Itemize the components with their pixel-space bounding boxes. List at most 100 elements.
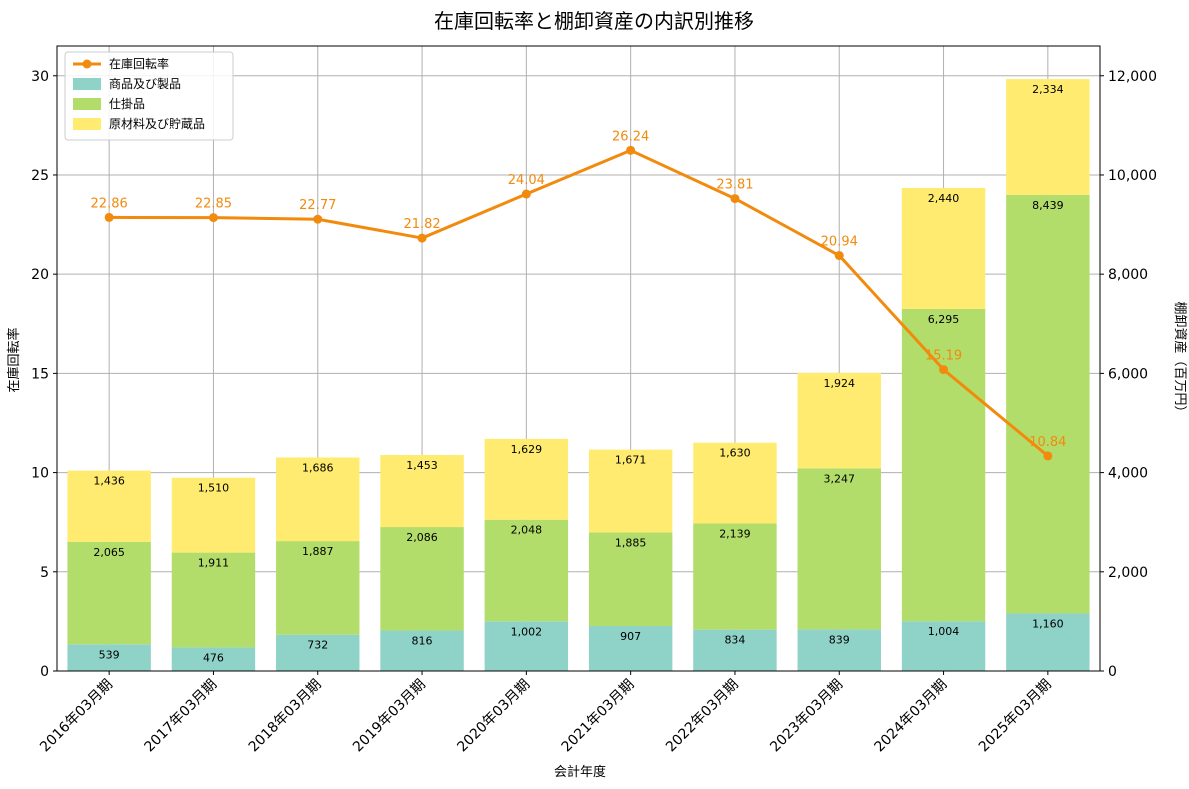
legend-marker: [82, 59, 92, 69]
bar-segment: [380, 630, 464, 671]
bar-segment: [901, 187, 986, 309]
y-left-tick-label: 15: [31, 366, 49, 382]
bar-segment: [1006, 194, 1090, 614]
x-tick-label: 2018年03月期: [246, 677, 325, 756]
turnover-point: [521, 189, 531, 199]
bar-segment: [693, 523, 777, 630]
y-left-tick-label: 0: [40, 664, 49, 680]
bar-segment: [171, 552, 256, 648]
legend-swatch: [73, 118, 101, 130]
bar-value-label: 816: [412, 635, 433, 648]
bar-value-label: 1,160: [1032, 617, 1064, 630]
bar-segment: [380, 454, 464, 528]
x-axis-label: 会計年度: [554, 764, 606, 780]
bar-segment: [797, 629, 881, 671]
bar-value-label: 834: [724, 634, 745, 647]
bar-segment: [67, 541, 151, 645]
y-left-tick-label: 25: [31, 168, 49, 184]
bar-segment: [901, 308, 986, 622]
turnover-value-label: 22.77: [299, 198, 336, 213]
bar-value-label: 2,139: [719, 528, 751, 541]
y-right-tick-label: 4,000: [1108, 466, 1148, 482]
bar-value-label: 1,924: [824, 377, 856, 390]
bar-segment: [171, 477, 256, 553]
y-right-tick-label: 8,000: [1108, 267, 1148, 283]
turnover-point: [1043, 451, 1053, 461]
y-left-tick-label: 10: [31, 466, 49, 482]
y-right-tick-label: 12,000: [1108, 69, 1157, 85]
bar-value-label: 1,686: [302, 461, 334, 474]
legend-label: 原材料及び貯蔵品: [109, 117, 205, 131]
turnover-value-label: 21.82: [403, 217, 440, 232]
bar-value-label: 1,004: [928, 625, 960, 638]
y-left-tick-label: 5: [40, 565, 49, 581]
x-tick-label: 2025年03月期: [976, 677, 1055, 756]
turnover-line: 22.86 22.85 22.77 21.82 24.04 26.24 23.81 20.94…: [91, 129, 1066, 461]
x-tick-label: 2024年03月期: [872, 677, 951, 756]
bar-segment: [171, 647, 256, 671]
bar-segment: [588, 626, 673, 671]
bar-value-label: 1,630: [719, 447, 751, 460]
bar-segment: [276, 457, 360, 542]
bar-value-label: 539: [99, 648, 120, 661]
y-axis-right-label: 棚卸資産（百万円）: [1172, 301, 1188, 418]
bar-value-label: 1,453: [406, 459, 438, 472]
turnover-point: [626, 145, 636, 155]
x-tick-label: 2021年03月期: [559, 677, 638, 756]
y-right-tick-label: 0: [1108, 664, 1117, 680]
turnover-point: [939, 365, 949, 375]
turnover-point: [834, 251, 844, 261]
bar-segment: [67, 644, 151, 671]
turnover-point: [104, 212, 114, 222]
bar-value-label: 1,911: [198, 557, 230, 570]
bar-value-label: 839: [829, 633, 850, 646]
y-left-tick-label: 20: [31, 267, 49, 283]
turnover-value-label: 10.84: [1029, 435, 1066, 450]
turnover-value-label: 24.04: [508, 173, 545, 188]
bar-value-label: 2,440: [928, 192, 960, 205]
turnover-point: [313, 214, 323, 224]
y-left-tick-label: 30: [31, 69, 49, 85]
bar-value-label: 1,002: [511, 625, 543, 638]
bar-segment: [67, 470, 151, 542]
bar-value-label: 6,295: [928, 313, 960, 326]
bar-segment: [693, 629, 777, 671]
legend-swatch: [73, 78, 101, 90]
bars: [67, 79, 1090, 671]
x-tick-label: 2017年03月期: [141, 677, 220, 756]
x-tick-label: 2020年03月期: [454, 677, 533, 756]
bar-value-label: 2,334: [1032, 83, 1064, 96]
bar-value-label: 8,439: [1032, 199, 1064, 212]
y-axis-left-label: 在庫回転率: [6, 327, 22, 392]
turnover-line-path: [109, 148, 1049, 458]
x-tick-label: 2019年03月期: [350, 677, 429, 756]
bar-value-label: 1,887: [302, 545, 334, 558]
bar-segment: [588, 449, 673, 533]
x-tick-label: 2022年03月期: [663, 677, 742, 756]
bar-value-label: 1,671: [615, 454, 647, 467]
y-right-tick-label: 10,000: [1108, 168, 1157, 184]
bar-segment: [484, 438, 569, 520]
bar-value-label: 1,885: [615, 537, 647, 550]
turnover-point: [417, 233, 427, 243]
bar-value-label: 476: [203, 651, 224, 664]
bar-segment: [693, 442, 777, 524]
bar-segment: [1006, 613, 1090, 671]
bar-segment: [484, 621, 569, 671]
bar-segment: [484, 519, 569, 622]
bar-segment: [901, 621, 986, 671]
legend-label: 在庫回転率: [109, 56, 169, 71]
legend-label: 商品及び製品: [109, 76, 181, 91]
bar-value-label: 1,436: [93, 475, 125, 488]
turnover-point: [208, 213, 218, 223]
legend-label: 仕掛品: [109, 96, 145, 111]
turnover-value-label: 20.94: [821, 235, 858, 250]
bar-value-label: 1,629: [511, 443, 543, 456]
bar-value-label: 732: [307, 639, 328, 652]
chart-title: 在庫回転率と棚卸資産の内訳別推移: [434, 9, 754, 33]
legend-box: [64, 51, 234, 141]
turnover-point: [730, 194, 740, 204]
bar-value-label: 2,065: [93, 546, 125, 559]
